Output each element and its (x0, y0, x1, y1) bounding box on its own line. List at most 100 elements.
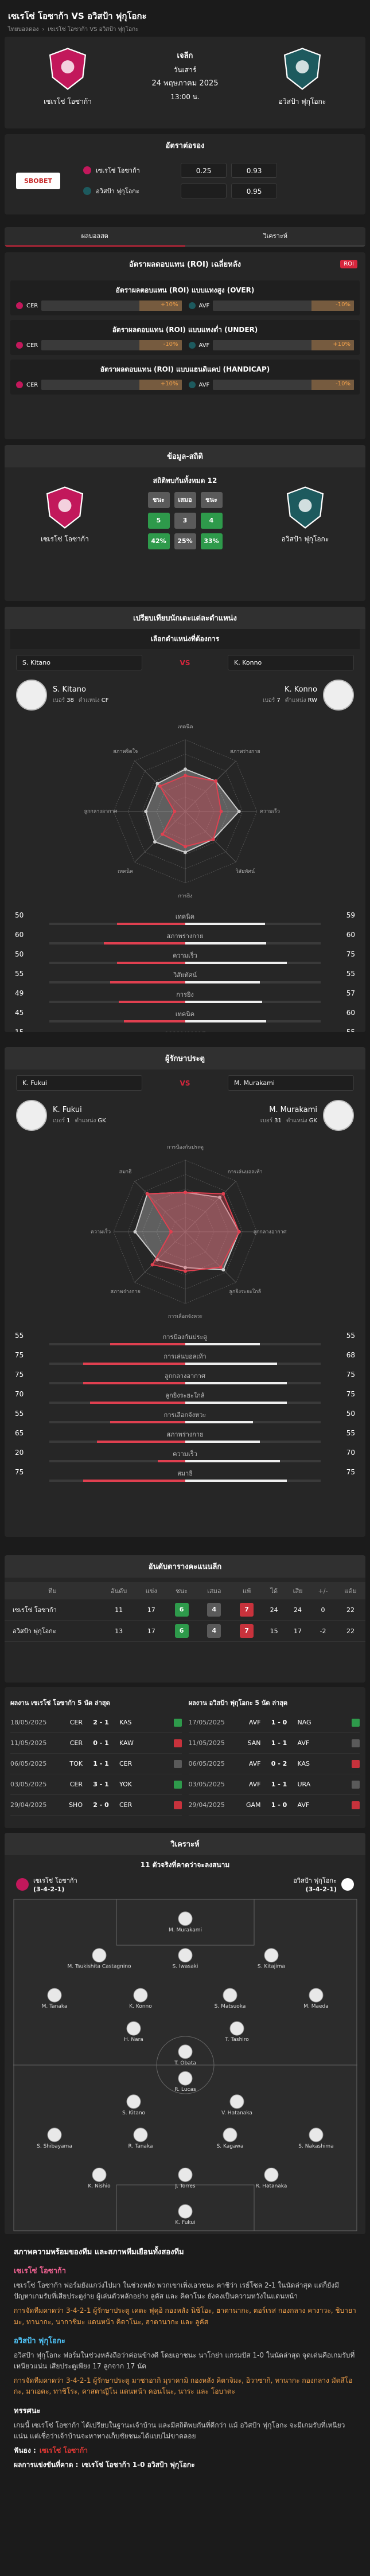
stat-label: สภาพร่างกาย (166, 1431, 204, 1438)
player-marker (133, 2128, 147, 2142)
team-code: AVF (198, 302, 210, 309)
h2h: ข้อมูล-สถิติ เซเรโซ่ โอซาก้า สถิติพบกันทั้… (5, 445, 365, 601)
player-name: K. Konno (284, 685, 317, 694)
home-name: เซเรโซ่ โอซาก้า (44, 97, 92, 106)
form-result (173, 1780, 182, 1789)
table-cell: 4 (198, 1621, 231, 1642)
table-row: เซเรโซ่ โอซาก้า 11 17 6 4 7 24 24 0 22 (5, 1599, 365, 1621)
form-home: SHO (69, 1801, 83, 1809)
team-dot (188, 381, 196, 388)
stat-bar-away (185, 1480, 287, 1482)
stat-bar-away (185, 1460, 281, 1462)
cell-text: เซเรโซ่ โอซาก้า (13, 1606, 57, 1614)
column-head: อันดับ (100, 1582, 138, 1599)
form-away: KAW (119, 1739, 134, 1747)
player-label: M. Tanaka (41, 2004, 67, 2009)
h2h-percent: 33% (200, 533, 223, 549)
stat-row: 70 ลูกยิงระยะใกล้ 75 (15, 1388, 355, 1407)
radar-axis (134, 811, 185, 862)
team-dot (188, 302, 196, 309)
form-title: ผลงาน อวิสป้า ฟุกุโอกะ 5 นัด ล่าสุด (188, 1699, 288, 1707)
stat-track (49, 1460, 321, 1462)
number-label: เบอร์ (260, 1118, 273, 1124)
radar-point (217, 1195, 221, 1199)
roi-fill (139, 300, 182, 311)
lineup-team: เซเรโซ่ โอซาก้า (3-4-2-1) (16, 1875, 77, 1893)
stat-bar-away (185, 1343, 260, 1345)
roi-badge: ROI (340, 260, 357, 268)
stat-label: ลูกกลางอากาศ (165, 1372, 205, 1380)
player-marker (223, 2128, 237, 2142)
radar-label: สภาพจิตใจ (113, 748, 138, 755)
radar-label: ความเร็ว (259, 807, 279, 815)
position-label: ตำแหน่ง (75, 1118, 96, 1124)
player-marker (309, 2128, 323, 2142)
h2h-label: ชนะ (147, 492, 170, 508)
stat-label: ความเร็ว (173, 952, 197, 959)
form-home: SAN (247, 1739, 261, 1747)
stat-bar-away (185, 942, 267, 944)
stat-track (49, 1343, 321, 1345)
tab[interactable]: วิเคราะห์ (185, 227, 365, 247)
stat-row: 55 การป้องกันประตู 55 (15, 1329, 355, 1349)
table-cell: -2 (310, 1621, 336, 1642)
team-code: AVF (198, 381, 210, 388)
form-home: GAM (246, 1801, 261, 1809)
match-card: เซเรโซ่ โอซาก้า เจลีก วันเสาร์ 24 พฤษภาคม 2… (5, 37, 365, 128)
stat-label: วิสัยทัศน์ (173, 971, 197, 979)
predicted-score: ผลการแข่งขันที่คาด : เซเรโซ่ โอซาก้า 1-0 … (14, 2460, 356, 2470)
player-select[interactable]: K. Fukui (16, 1075, 142, 1091)
stat-away: 68 (346, 1351, 355, 1359)
radar-label: เทคนิค (177, 724, 193, 730)
form-row: ผลงาน เซเรโซ่ โอซาก้า 5 นัด ล่าสุด 18/05/… (5, 1687, 365, 1821)
time: 13:00 น. (170, 93, 200, 102)
roi-cell: AVF +10% (188, 340, 354, 350)
stat-bar-away (185, 1382, 287, 1384)
roi-section-title: อัตราผลตอบแทน (ROI) แบบแทงต่ำ (UNDER) (112, 326, 258, 334)
lineup: วิเคราะห์ 11 ตัวจริงที่คาดว่าจะลงสนาม เซเร… (5, 1833, 365, 2234)
form-result (352, 1780, 360, 1789)
player-marker (47, 2128, 61, 2142)
radar-label: สภาพร่างกาย (230, 749, 260, 755)
player-name: M. Murakami (269, 1106, 317, 1114)
home-heading: เซเรโซ่ โอซาก้า (14, 2267, 67, 2276)
breadcrumb-sep: › (42, 26, 45, 33)
player-select[interactable]: K. Konno (228, 655, 354, 670)
breadcrumb-link[interactable]: ไทยบอลดอง (8, 26, 39, 33)
cell-text: -2 (320, 1627, 326, 1635)
tab[interactable]: ผลบอลสด (5, 227, 185, 247)
radar-point (169, 1230, 173, 1234)
player-label: J. Torres (174, 2183, 195, 2189)
player-marker (178, 2204, 192, 2219)
stat-bar-home (110, 981, 185, 983)
home-lineup: การจัดทีมคาดว่า 3-4-2-1 ผู้รักษาประตู เค… (14, 2306, 356, 2326)
table-cell: 6 (165, 1599, 197, 1621)
player-select[interactable]: S. Kitano (16, 655, 142, 670)
pick: ฟันธง : เซเรโซ่ โอซาก้า (14, 2445, 356, 2456)
stat-away: 60 (346, 1009, 355, 1017)
stat-home: 49 (15, 989, 24, 997)
radar-point (221, 1268, 225, 1272)
radar-point (133, 1230, 137, 1234)
radar-point (158, 784, 162, 788)
stat-bar-away (185, 1020, 267, 1022)
player-marker (92, 1948, 106, 1963)
player-card: K. Fukui เบอร์ 1 ตำแหน่ง GK (16, 1100, 106, 1131)
stat-home: 15 (15, 1028, 24, 1032)
page-title: เซเรโซ่ โอซาก้า VS อวิสป้า ฟุกุโอกะ (8, 11, 147, 21)
summary-text: เกมนี้ เซเรโซ่ โอซาก้า ได้เปรียบในฐานะเจ… (14, 2421, 345, 2440)
stat-track (49, 1382, 321, 1384)
h2h-count: 5 (147, 513, 170, 529)
team-dot (16, 1878, 29, 1891)
tab-row: ผลบอลสด วิเคราะห์ (5, 227, 365, 247)
player-select[interactable]: M. Murakami (228, 1075, 354, 1091)
cell-text: 7 (240, 1603, 254, 1617)
radar-point (155, 782, 159, 786)
stat-bar-home (89, 1402, 185, 1404)
form-date: 03/05/2025 (10, 1781, 47, 1788)
stat-row: 55 วิสัยทัศน์ 55 (15, 967, 355, 987)
form-date: 06/05/2025 (10, 1760, 47, 1767)
header: เซเรโซ่ โอซาก้า VS อวิสป้า ฟุกุโอกะไทยบอ… (5, 0, 365, 33)
table-cell: 4 (198, 1599, 231, 1621)
column-head: ชนะ (165, 1582, 198, 1599)
